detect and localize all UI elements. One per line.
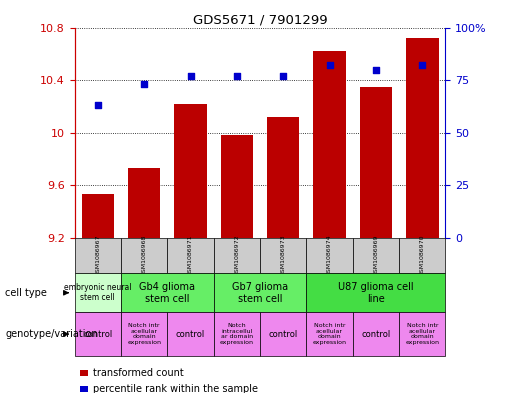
Point xyxy=(94,102,102,108)
Bar xyxy=(75,312,121,356)
Text: genotype/variation: genotype/variation xyxy=(5,329,98,339)
Bar xyxy=(220,135,253,238)
Text: GSM1086967: GSM1086967 xyxy=(95,235,100,276)
Text: Gb7 glioma
stem cell: Gb7 glioma stem cell xyxy=(232,282,288,303)
Point xyxy=(279,73,287,79)
Text: Notch
intracellul
ar domain
expression: Notch intracellul ar domain expression xyxy=(220,323,254,345)
Text: GSM1086974: GSM1086974 xyxy=(327,235,332,276)
Bar xyxy=(353,312,399,356)
Text: transformed count: transformed count xyxy=(93,368,184,378)
Bar xyxy=(81,195,114,238)
Bar xyxy=(260,312,306,356)
Point xyxy=(186,73,195,79)
Bar xyxy=(214,238,260,273)
Bar xyxy=(121,312,167,356)
Text: control: control xyxy=(269,330,298,338)
Bar xyxy=(399,238,445,273)
Point xyxy=(140,81,148,87)
Title: GDS5671 / 7901299: GDS5671 / 7901299 xyxy=(193,13,328,26)
Text: Notch intr
acellular
domain
expression: Notch intr acellular domain expression xyxy=(127,323,161,345)
Text: U87 glioma cell
line: U87 glioma cell line xyxy=(338,282,414,303)
Bar xyxy=(174,104,207,238)
Text: GSM1086973: GSM1086973 xyxy=(281,235,286,276)
Point xyxy=(418,62,426,68)
Bar xyxy=(267,117,300,238)
Bar xyxy=(406,38,438,238)
Bar xyxy=(167,238,214,273)
Text: cell type: cell type xyxy=(5,288,47,298)
Text: Notch intr
acellular
domain
expression: Notch intr acellular domain expression xyxy=(405,323,439,345)
Bar xyxy=(399,312,445,356)
Bar xyxy=(306,238,353,273)
Text: GSM1086972: GSM1086972 xyxy=(234,235,239,276)
Text: GSM1086971: GSM1086971 xyxy=(188,235,193,276)
Text: GSM1086970: GSM1086970 xyxy=(420,235,425,276)
Text: Gb4 glioma
stem cell: Gb4 glioma stem cell xyxy=(140,282,195,303)
Point xyxy=(372,66,380,73)
Bar xyxy=(75,238,121,273)
Text: percentile rank within the sample: percentile rank within the sample xyxy=(93,384,258,393)
Text: GSM1086969: GSM1086969 xyxy=(373,235,379,276)
Bar xyxy=(214,273,306,312)
Bar xyxy=(313,51,346,238)
Bar xyxy=(353,238,399,273)
Text: GSM1086968: GSM1086968 xyxy=(142,235,147,276)
Bar xyxy=(167,312,214,356)
Bar xyxy=(214,312,260,356)
Text: embryonic neural
stem cell: embryonic neural stem cell xyxy=(64,283,132,303)
Bar xyxy=(121,273,214,312)
Bar xyxy=(80,370,88,376)
Bar xyxy=(260,238,306,273)
Bar xyxy=(306,312,353,356)
Bar xyxy=(80,386,88,392)
Text: control: control xyxy=(83,330,112,338)
Bar xyxy=(128,168,161,238)
Bar xyxy=(75,273,121,312)
Text: control: control xyxy=(362,330,390,338)
Point xyxy=(325,62,334,68)
Text: control: control xyxy=(176,330,205,338)
Bar xyxy=(306,273,445,312)
Point xyxy=(233,73,241,79)
Bar xyxy=(121,238,167,273)
Bar xyxy=(359,86,392,238)
Text: Notch intr
acellular
domain
expression: Notch intr acellular domain expression xyxy=(313,323,347,345)
